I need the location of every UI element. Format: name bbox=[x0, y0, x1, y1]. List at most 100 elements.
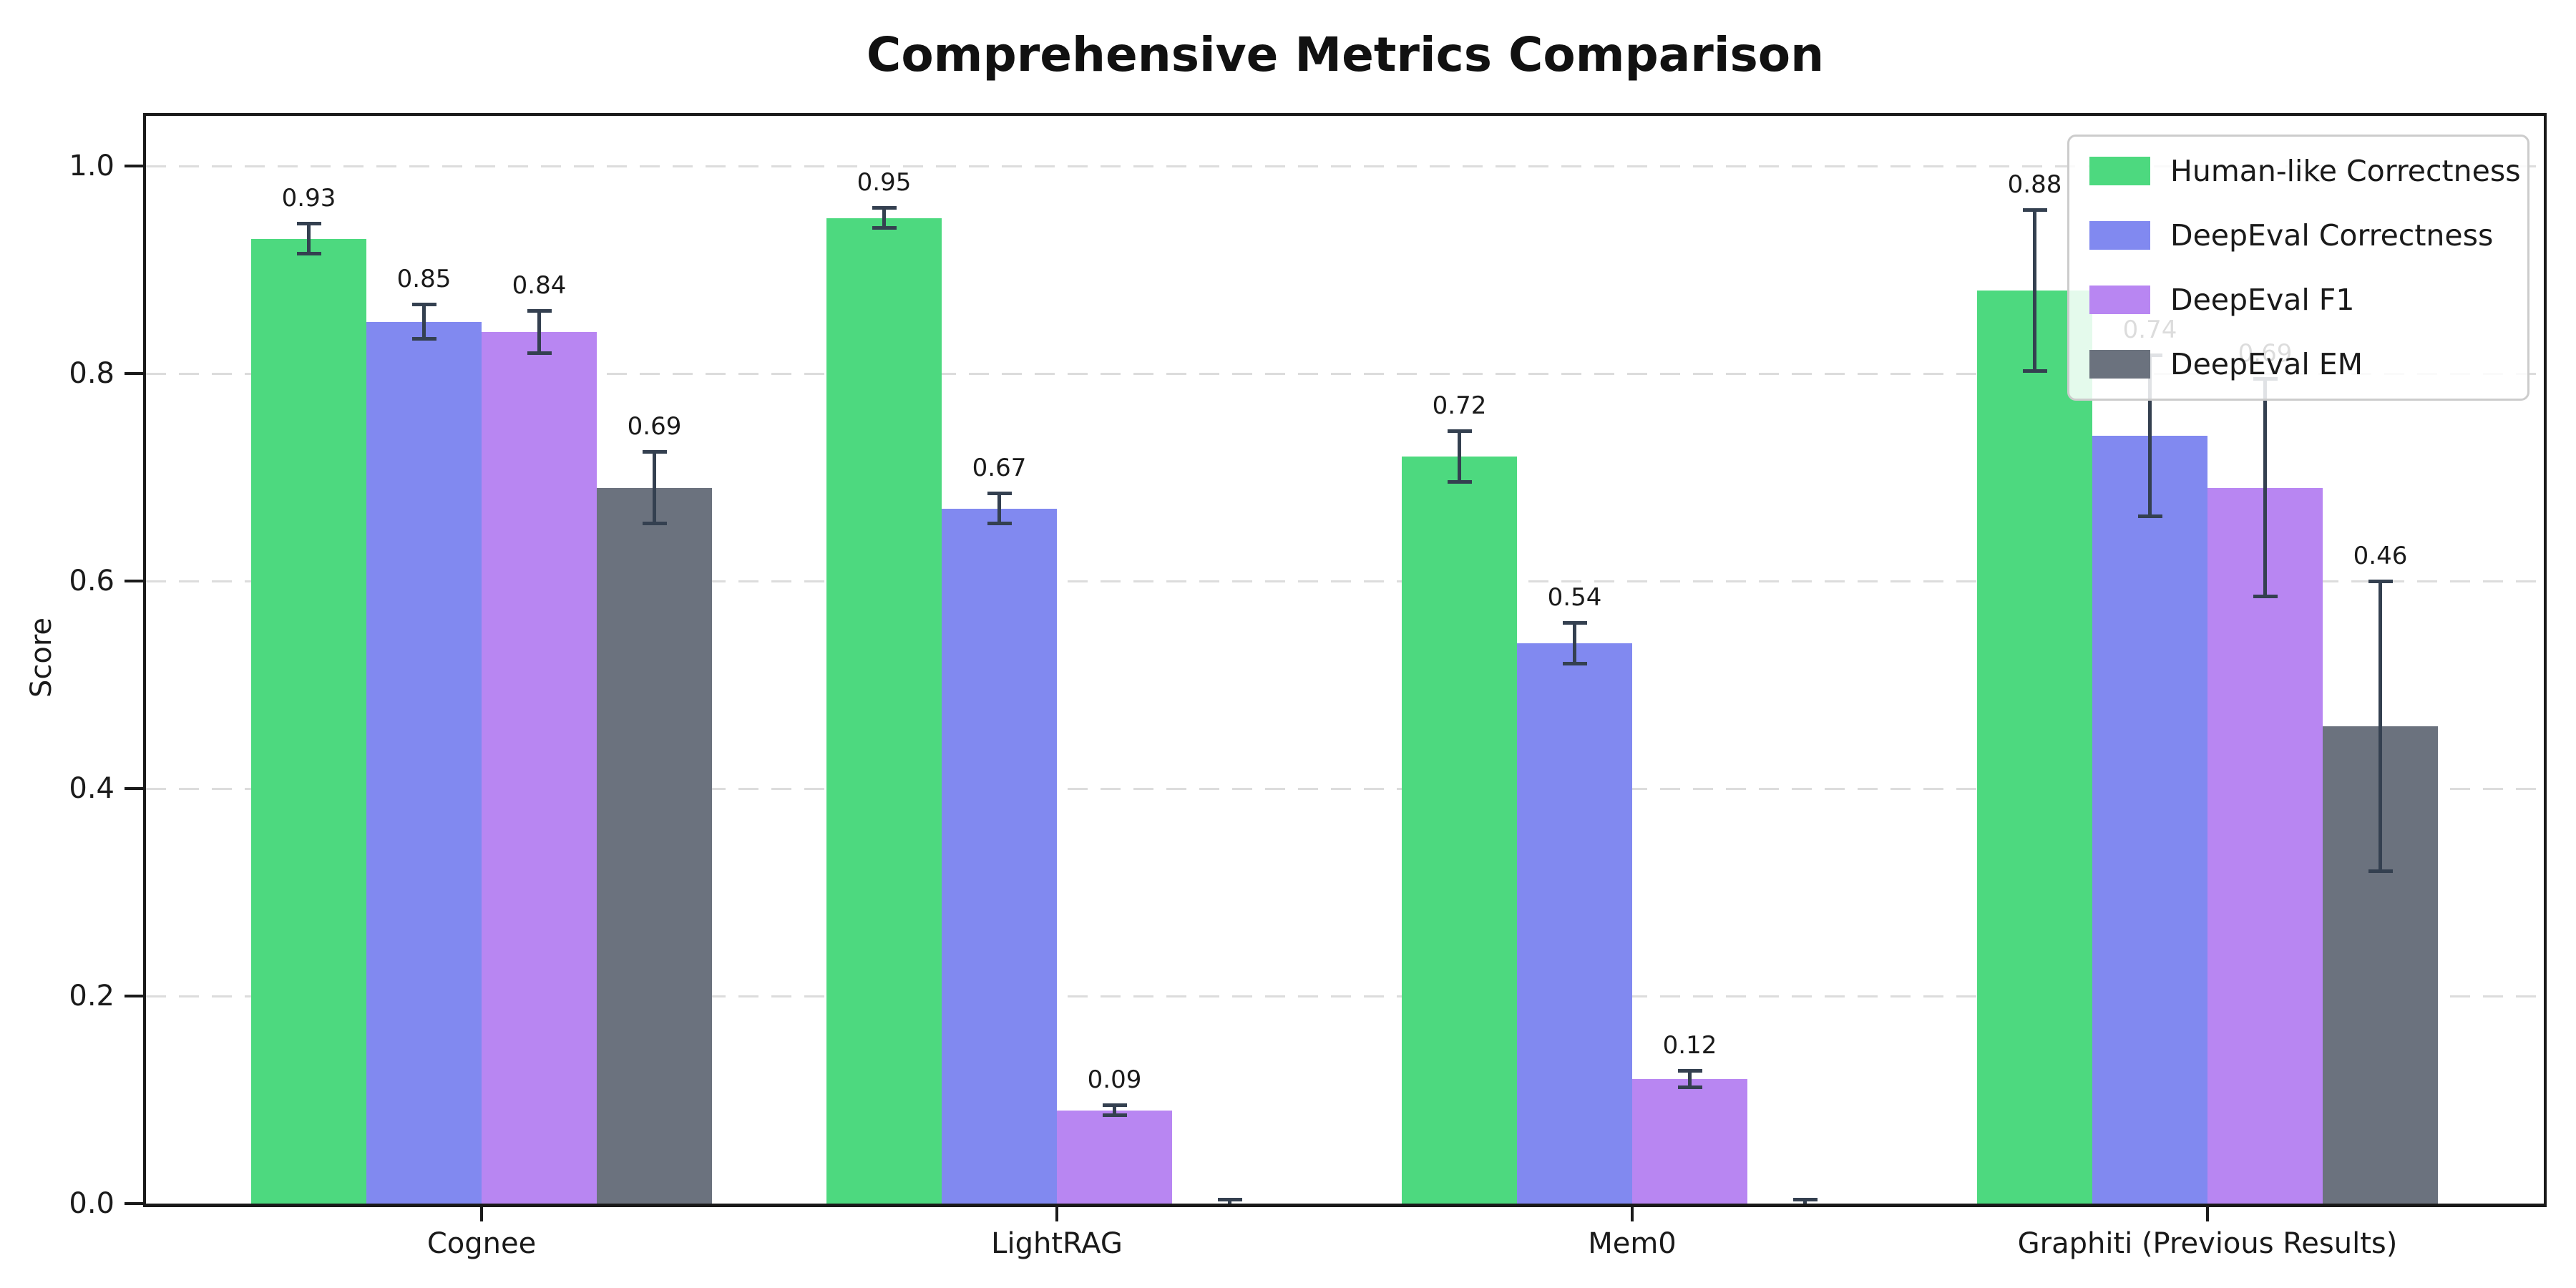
error-bar bbox=[2148, 354, 2152, 517]
legend: Human-like Correctness DeepEval Correctne… bbox=[2067, 135, 2529, 401]
bar-human-like-correctness-0 bbox=[251, 238, 366, 1204]
bar-value-label: 0.69 bbox=[627, 411, 682, 441]
legend-swatch bbox=[2089, 157, 2150, 185]
bar-value-label: 0.93 bbox=[281, 183, 336, 213]
error-bar bbox=[537, 310, 541, 354]
gridline-y-0.6 bbox=[146, 580, 2544, 582]
bar-value-label: 0.85 bbox=[396, 264, 452, 293]
bar-value-label: 0.95 bbox=[857, 168, 912, 197]
legend-swatch bbox=[2089, 350, 2150, 379]
bar-value-label: 0.72 bbox=[1432, 391, 1487, 420]
x-category-label: Cognee bbox=[426, 1227, 537, 1260]
legend-label: DeepEval EM bbox=[2170, 347, 2363, 381]
error-bar bbox=[1113, 1105, 1116, 1116]
error-bar bbox=[2033, 209, 2036, 372]
error-cap-bottom bbox=[411, 337, 436, 341]
y-tick-label-0.2: 0.2 bbox=[69, 980, 114, 1013]
error-bar bbox=[882, 208, 886, 228]
x-category-label: LightRAG bbox=[991, 1227, 1123, 1260]
y-tick-label-0: 0.0 bbox=[69, 1187, 114, 1220]
error-cap-bottom bbox=[987, 522, 1012, 526]
y-tick-label-1: 1.0 bbox=[69, 150, 114, 182]
error-bar bbox=[1573, 623, 1576, 664]
chart-title: Comprehensive Metrics Comparison bbox=[866, 27, 1825, 82]
legend-item-human-like-correctness: Human-like Correctness bbox=[2089, 154, 2521, 188]
error-cap-top bbox=[1447, 429, 1472, 433]
error-cap-top bbox=[1792, 1198, 1818, 1202]
bar-deepeval-correctness-3 bbox=[2092, 436, 2207, 1204]
legend-item-deepeval-em: DeepEval EM bbox=[2089, 347, 2507, 381]
legend-label: Human-like Correctness bbox=[2170, 154, 2521, 188]
bar-value-label: 0.12 bbox=[1662, 1031, 1717, 1060]
gridline-y-0.8 bbox=[146, 372, 2544, 375]
bar-human-like-correctness-3 bbox=[1977, 291, 2092, 1204]
y-tick-0.2 bbox=[125, 995, 143, 997]
bar-deepeval-correctness-1 bbox=[942, 508, 1057, 1204]
legend-swatch bbox=[2089, 221, 2150, 250]
error-cap-top bbox=[1217, 1198, 1242, 1202]
error-cap-bottom bbox=[527, 351, 552, 356]
legend-swatch bbox=[2089, 286, 2150, 314]
legend-label: DeepEval Correctness bbox=[2170, 218, 2494, 253]
bar-deepeval-em-0 bbox=[597, 487, 712, 1204]
error-bar bbox=[422, 303, 426, 340]
error-cap-top bbox=[411, 302, 436, 306]
error-bar bbox=[1688, 1070, 1692, 1088]
bar-value-label: 0.54 bbox=[1547, 583, 1602, 612]
bar-deepeval-f1-0 bbox=[482, 332, 597, 1204]
error-cap-bottom bbox=[2368, 869, 2393, 873]
y-tick-0.8 bbox=[125, 372, 143, 375]
error-bar bbox=[1458, 430, 1461, 483]
gridline-y-0.2 bbox=[146, 995, 2544, 997]
error-bar bbox=[307, 223, 311, 255]
y-tick-1 bbox=[125, 165, 143, 167]
error-cap-top bbox=[296, 221, 321, 225]
legend-label: DeepEval F1 bbox=[2170, 283, 2355, 317]
error-cap-bottom bbox=[872, 226, 897, 230]
x-category-label: Graphiti (Previous Results) bbox=[2017, 1227, 2398, 1260]
y-tick-0.6 bbox=[125, 580, 143, 582]
bar-value-label: 0.46 bbox=[2353, 542, 2408, 570]
bar-human-like-correctness-1 bbox=[826, 218, 942, 1204]
error-cap-bottom bbox=[642, 522, 667, 526]
error-cap-top bbox=[1677, 1069, 1702, 1073]
bar-deepeval-correctness-2 bbox=[1517, 643, 1632, 1204]
x-category-label: Mem0 bbox=[1588, 1227, 1677, 1260]
error-bar bbox=[2263, 379, 2267, 597]
error-cap-top bbox=[1562, 621, 1587, 625]
error-cap-bottom bbox=[2253, 594, 2278, 598]
x-tick-1 bbox=[1055, 1207, 1058, 1221]
y-tick-label-0.4: 0.4 bbox=[69, 772, 114, 805]
error-cap-top bbox=[527, 308, 552, 313]
y-tick-label-0.6: 0.6 bbox=[69, 565, 114, 597]
bar-deepeval-f1-3 bbox=[2207, 487, 2323, 1204]
error-bar bbox=[653, 451, 656, 525]
error-cap-bottom bbox=[1102, 1113, 1127, 1117]
y-tick-0 bbox=[125, 1202, 143, 1205]
bar-value-label: 0.84 bbox=[512, 270, 567, 300]
error-cap-top bbox=[987, 491, 1012, 495]
error-cap-bottom bbox=[2137, 514, 2162, 519]
bar-deepeval-correctness-0 bbox=[366, 321, 482, 1204]
bar-value-label: 0.67 bbox=[972, 453, 1027, 482]
legend-item-deepeval-f1: DeepEval F1 bbox=[2089, 283, 2507, 317]
error-cap-bottom bbox=[2022, 369, 2047, 374]
error-cap-top bbox=[2022, 208, 2047, 212]
bar-deepeval-f1-1 bbox=[1057, 1110, 1172, 1204]
x-tick-0 bbox=[480, 1207, 483, 1221]
error-cap-top bbox=[2368, 580, 2393, 583]
bar-value-label: 0.88 bbox=[2007, 170, 2062, 199]
y-axis-label: Score bbox=[25, 617, 58, 698]
bar-value-label: 0.09 bbox=[1087, 1065, 1142, 1095]
x-tick-2 bbox=[1631, 1207, 1634, 1221]
error-cap-bottom bbox=[1677, 1085, 1702, 1089]
error-cap-bottom bbox=[296, 252, 321, 256]
gridline-y-1 bbox=[146, 165, 2544, 167]
error-bar bbox=[2379, 581, 2382, 872]
gridline-y-0.4 bbox=[146, 787, 2544, 790]
error-cap-bottom bbox=[1562, 662, 1587, 665]
error-bar bbox=[997, 492, 1001, 525]
error-cap-top bbox=[1102, 1103, 1127, 1108]
legend-item-deepeval-correctness: DeepEval Correctness bbox=[2089, 218, 2507, 253]
